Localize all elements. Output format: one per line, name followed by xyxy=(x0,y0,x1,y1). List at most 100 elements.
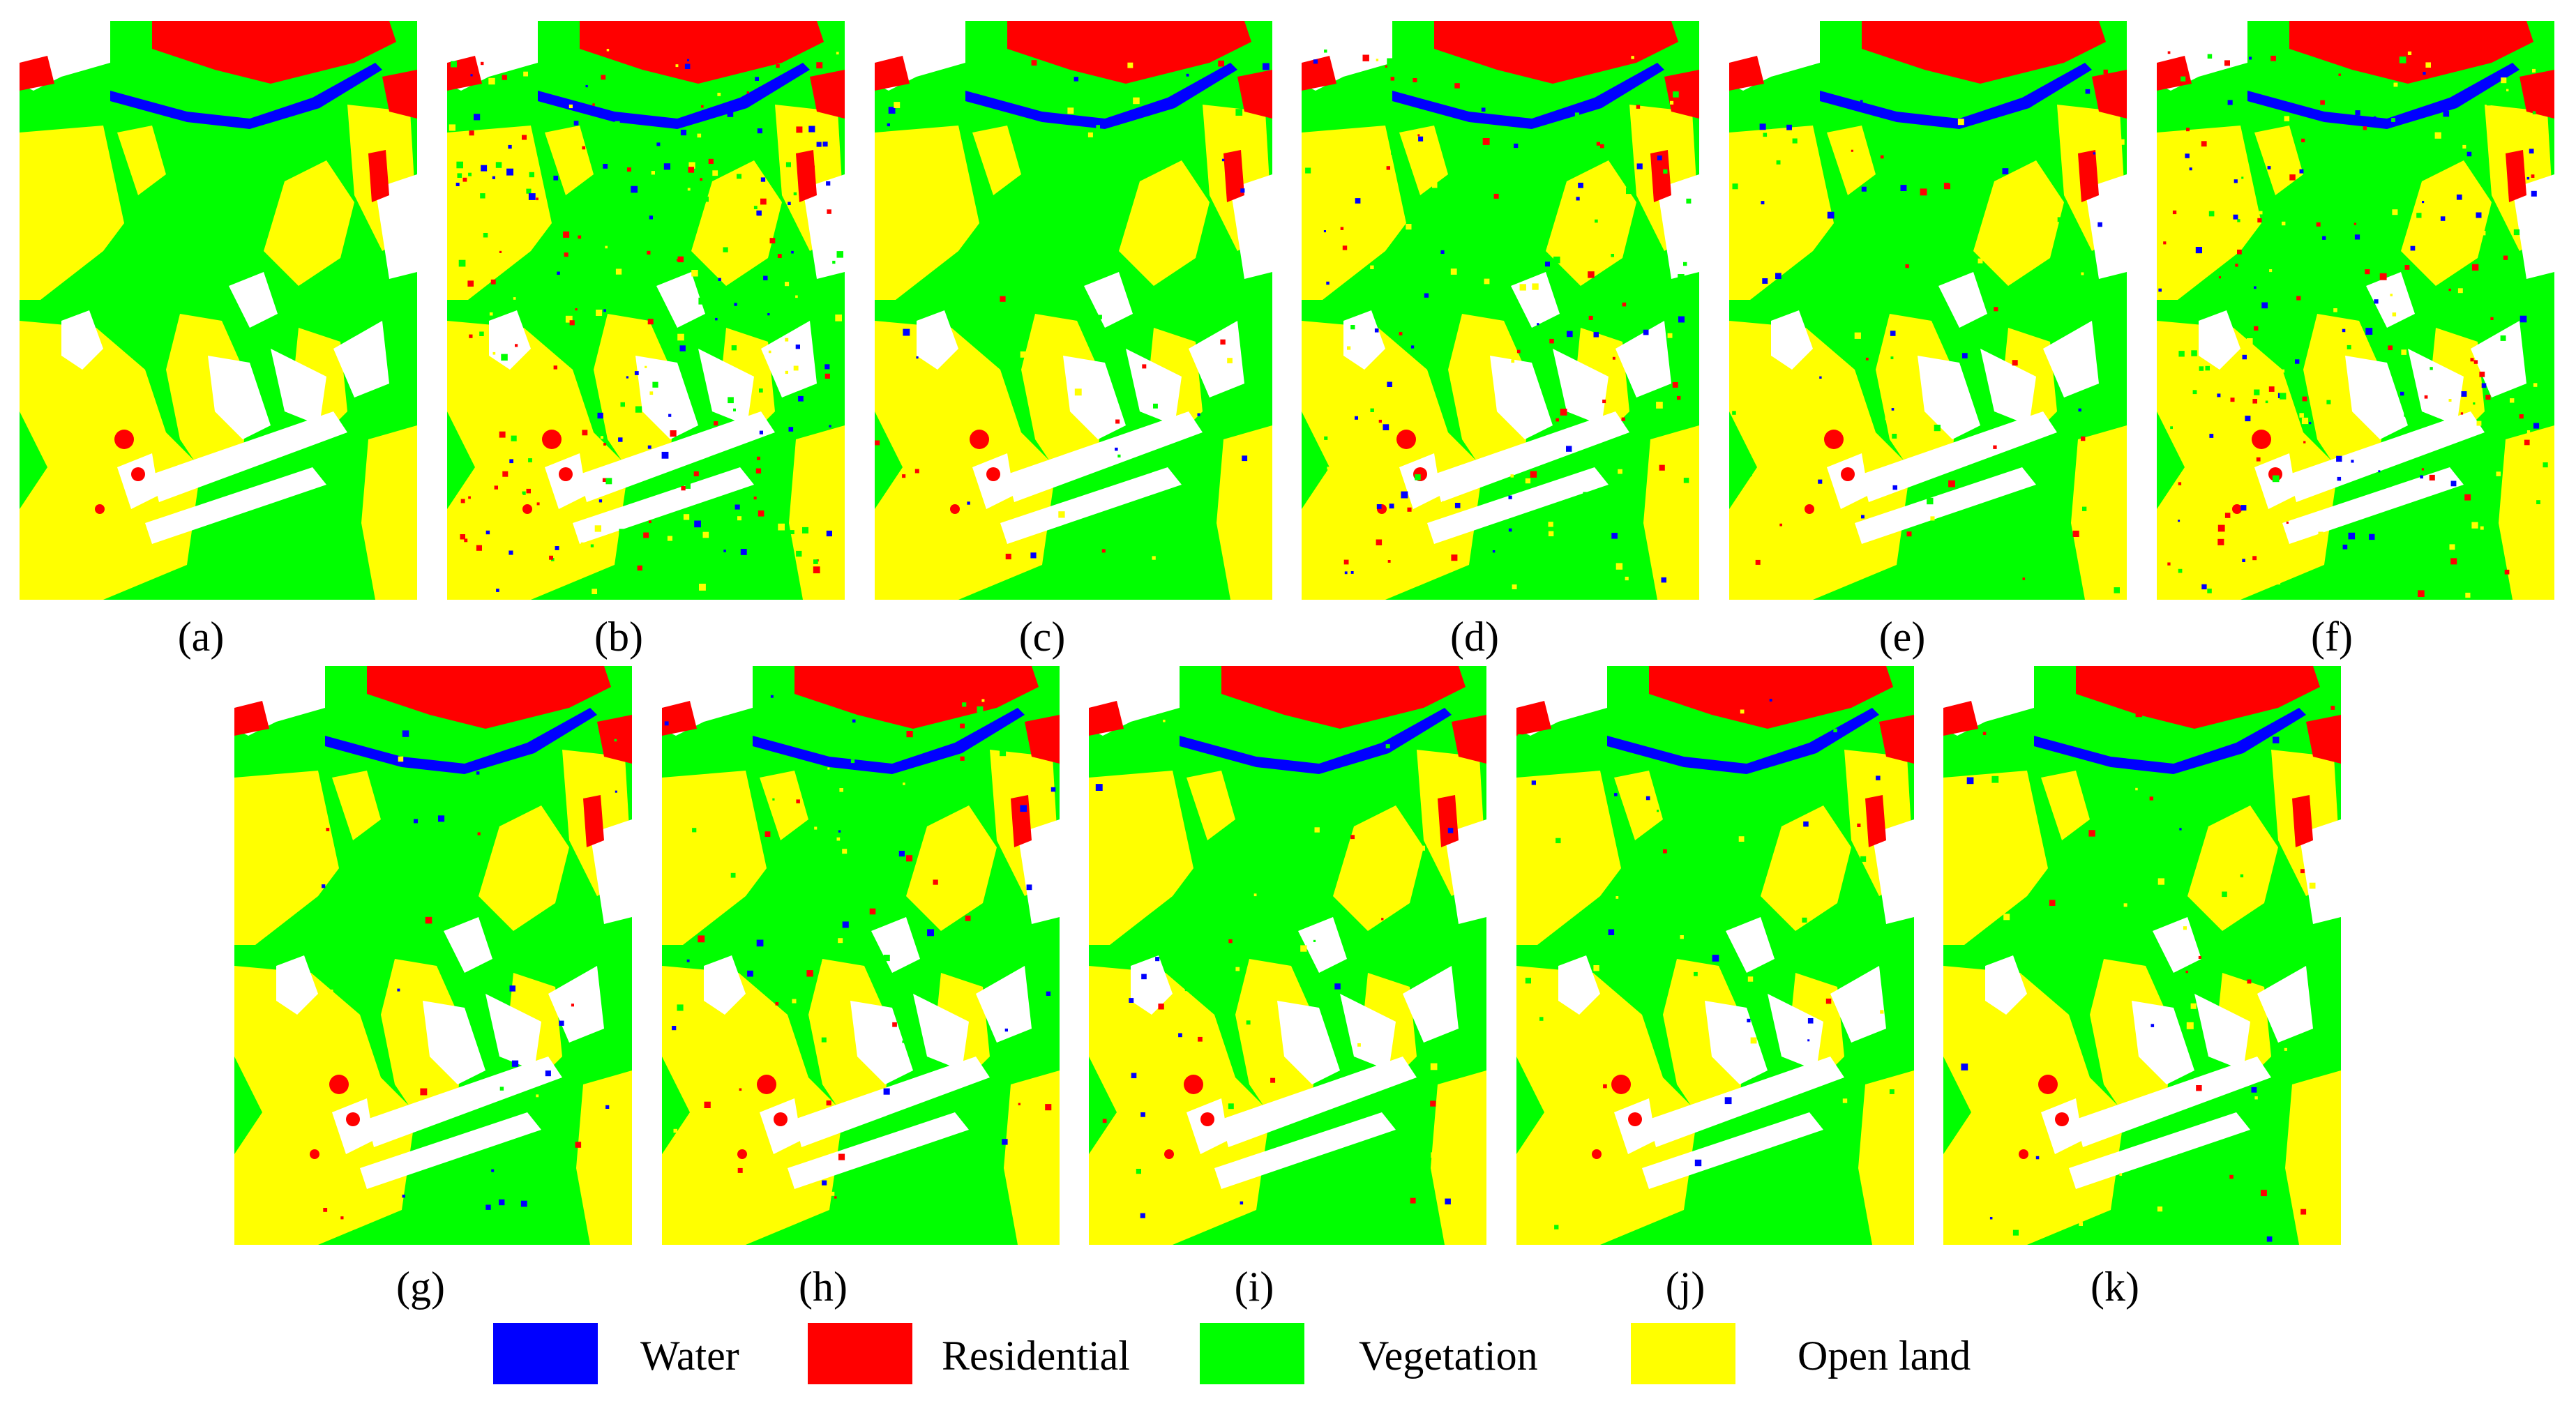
noise-speckle xyxy=(1576,197,1580,201)
open-land-region-2 xyxy=(691,160,782,286)
unlabeled-region-1 xyxy=(704,955,746,1015)
noise-speckle xyxy=(1683,262,1687,266)
unlabeled-region-2 xyxy=(1918,356,1980,439)
legend-label-open-land: Open land xyxy=(1798,1333,1971,1379)
noise-speckle xyxy=(2257,218,2262,222)
residential-region-0 xyxy=(1221,666,1466,729)
noise-speckle xyxy=(340,1216,344,1220)
legend-label-water: Water xyxy=(640,1333,739,1379)
noise-speckle xyxy=(1656,402,1663,409)
noise-speckle xyxy=(2481,383,2487,388)
noise-speckle xyxy=(1363,199,1368,205)
noise-speckle xyxy=(827,767,830,770)
noise-speckle xyxy=(708,550,713,556)
noise-speckle xyxy=(2429,474,2435,480)
noise-speckle xyxy=(553,365,557,370)
noise-speckle xyxy=(2450,558,2457,565)
noise-speckle xyxy=(826,1100,831,1106)
noise-speckle xyxy=(1218,60,1224,67)
noise-speckle xyxy=(571,1004,574,1007)
noise-speckle xyxy=(2266,1236,2273,1242)
noise-speckle xyxy=(601,75,606,80)
noise-speckle xyxy=(502,75,507,80)
river-water xyxy=(1820,63,2092,129)
open-land-region-7 xyxy=(1399,126,1448,195)
noise-speckle xyxy=(499,1087,504,1091)
classification-map-e xyxy=(1729,21,2127,600)
noise-speckle xyxy=(1608,929,1615,935)
noise-speckle xyxy=(689,464,693,469)
noise-speckle xyxy=(2374,299,2379,304)
noise-speckle xyxy=(2201,141,2207,147)
caption-g: (g) xyxy=(396,1264,445,1310)
noise-speckle xyxy=(737,174,741,179)
noise-speckle xyxy=(2303,441,2306,444)
noise-speckle xyxy=(455,793,460,797)
noise-speckle xyxy=(764,831,771,837)
noise-speckle xyxy=(1683,478,1689,483)
noise-speckle xyxy=(1235,109,1243,116)
open-land-region-7 xyxy=(760,771,808,840)
noise-speckle xyxy=(1603,1084,1607,1089)
noise-speckle xyxy=(2296,296,2301,301)
noise-speckle xyxy=(2358,309,2366,317)
noise-speckle xyxy=(1867,942,1874,950)
open-land-region-2 xyxy=(479,805,569,931)
noise-speckle xyxy=(476,376,479,380)
noise-speckle xyxy=(458,259,466,267)
noise-speckle xyxy=(1338,1001,1342,1006)
noise-speckle xyxy=(1386,166,1390,170)
unlabeled-region-5 xyxy=(2069,1112,2250,1189)
noise-speckle xyxy=(1432,183,1438,188)
noise-speckle xyxy=(698,297,706,305)
residential-blob-3 xyxy=(2019,1149,2028,1159)
noise-speckle xyxy=(2355,110,2360,116)
unlabeled-region-8 xyxy=(1084,272,1133,328)
open-land-region-0 xyxy=(1516,771,1621,945)
noise-speckle xyxy=(526,188,532,194)
noise-speckle xyxy=(1606,838,1609,842)
noise-speckle xyxy=(824,373,830,379)
noise-speckle xyxy=(2256,457,2261,462)
noise-speckle xyxy=(1962,353,1968,358)
noise-speckle xyxy=(564,252,568,257)
noise-speckle xyxy=(677,333,684,341)
noise-speckle xyxy=(483,233,488,238)
noise-speckle xyxy=(2178,482,2182,485)
open-land-region-4 xyxy=(2090,959,2174,1126)
noise-speckle xyxy=(827,831,831,835)
residential-region-3 xyxy=(1223,150,1244,202)
residential-region-0 xyxy=(367,666,611,729)
noise-speckle xyxy=(2423,72,2426,75)
unlabeled-region-5 xyxy=(1427,467,1609,544)
noise-speckle xyxy=(402,730,409,737)
unlabeled-region-5 xyxy=(1855,467,2036,544)
residential-blob-1 xyxy=(1611,1075,1631,1094)
noise-speckle xyxy=(1217,1015,1220,1018)
noise-speckle xyxy=(651,171,655,175)
noise-speckle xyxy=(895,212,898,215)
noise-speckle xyxy=(536,502,540,506)
noise-speckle xyxy=(1860,856,1867,862)
open-land-region-7 xyxy=(972,126,1021,195)
noise-speckle xyxy=(2473,360,2478,364)
noise-speckle xyxy=(495,162,502,168)
unlabeled-region-4 xyxy=(1434,411,1629,502)
noise-speckle xyxy=(488,77,495,85)
residential-region-3 xyxy=(583,795,604,847)
noise-speckle xyxy=(516,494,523,501)
noise-speckle xyxy=(581,554,587,560)
noise-speckle xyxy=(479,174,485,180)
noise-speckle xyxy=(1599,1044,1604,1050)
noise-speckle xyxy=(751,215,758,222)
unlabeled-region-8 xyxy=(229,272,278,328)
noise-speckle xyxy=(1074,77,1078,82)
noise-speckle xyxy=(1510,474,1514,478)
noise-speckle xyxy=(1514,143,1519,149)
unlabeled-region-5 xyxy=(145,467,326,544)
noise-speckle xyxy=(1835,1169,1842,1176)
noise-speckle xyxy=(739,1088,742,1091)
noise-speckle xyxy=(830,1191,835,1196)
noise-speckle xyxy=(1891,408,1895,411)
noise-speckle xyxy=(759,430,763,434)
